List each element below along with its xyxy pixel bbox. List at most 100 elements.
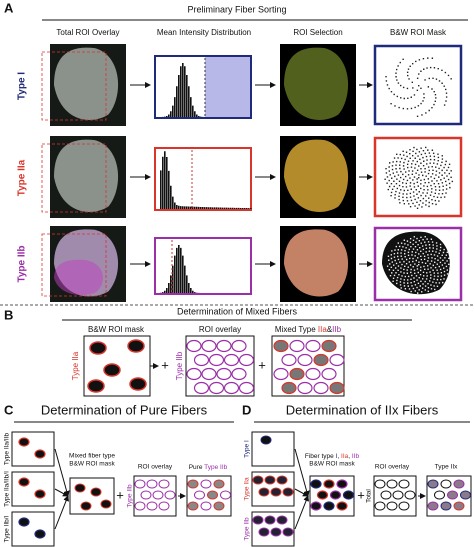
column-header: ROI Selection [293,28,342,37]
label-part: Fiber type [305,453,336,460]
fiber [216,367,232,381]
fiber [201,339,217,353]
fiber [305,367,321,381]
fiber [258,527,270,537]
fiber [223,381,240,395]
fiber [316,490,329,500]
fiber [158,501,170,511]
fiber [100,499,112,509]
fiber [187,479,199,489]
box-label: B&W ROI mask [88,325,145,334]
fiber [208,353,225,367]
fiber [231,367,247,381]
fiber [158,479,170,489]
fiber [447,490,458,500]
fiber [321,339,337,353]
crop-box [41,51,107,121]
row-label: Total [366,489,373,503]
fiber [80,501,92,511]
fiber [238,381,255,395]
fiber [297,381,313,395]
fiber [18,437,30,447]
fiber [164,490,176,500]
box-label: B&W ROI mask [69,461,115,468]
row-label: Type IIa [71,351,80,380]
row-label: Type IIb [175,351,184,380]
row-label: Type I [17,72,28,100]
column-header: B&W ROI Mask [390,28,447,37]
row-label: Type IIa [17,159,28,196]
fiber [34,529,46,539]
histogram-bars [160,245,252,293]
fiber [460,490,471,500]
panel-letter: A [4,0,14,15]
fiber [264,515,276,525]
fiber [276,475,288,485]
fiber [200,501,212,511]
input-label: Type I [244,440,251,458]
fiber [258,487,270,497]
fiber [310,501,322,511]
fiber [200,479,212,489]
row-label: Type IIb [17,245,28,282]
fiber [297,353,313,367]
fiber [146,501,158,511]
fiber [282,527,294,537]
box [11,511,55,547]
fiber [453,501,465,511]
mask-pixels [384,146,454,210]
fiber [134,501,146,511]
box-label: ROI overlay [138,464,173,471]
arrow [54,495,69,530]
input-label: Type IIb [244,517,251,541]
label-part: IIb [352,453,360,460]
arrow [294,495,309,530]
panel-letter: B [4,307,13,322]
fiber [313,381,329,395]
column-header: Total ROI Overlay [56,28,119,37]
label-part: , [337,453,341,460]
fiber [374,501,386,511]
fiber [398,479,410,489]
column-header: Mean Intensity Distribution [157,28,251,37]
tissue [54,47,119,121]
fiber [305,339,321,353]
fiber [289,367,305,381]
tissue [284,229,349,297]
fiber [127,339,145,353]
fiber [374,479,386,489]
box [251,431,295,467]
fiber [281,353,297,367]
threshold-region [205,57,250,117]
fiber [134,479,146,489]
fiber [152,490,164,500]
fiber [440,479,452,489]
arrow [294,488,309,497]
label-part: IIb [332,325,341,334]
fiber [386,501,398,511]
box-label: Pure Type IIb [189,464,228,471]
tissue [284,47,349,121]
fiber [398,501,410,511]
panel-letter: C [4,402,14,417]
panel-title: Determination of Mixed Fibers [177,306,298,316]
label-part: Type IIb [204,464,228,471]
box-label: Fiber type I, IIa, IIb [305,453,360,460]
label-part: , [348,453,352,460]
tissue [284,139,349,213]
fiber [207,490,218,500]
arrow [294,448,310,497]
fiber [321,367,337,381]
fiber [129,377,147,391]
panel-letter: D [242,402,251,417]
label-part: IIa [318,325,327,334]
fiber [329,353,345,367]
fiber [289,339,305,353]
fiber [282,487,294,497]
fiber [264,475,276,485]
fiber [342,490,355,500]
histogram-bars [160,151,252,209]
fiber [90,487,102,497]
tissue [54,139,119,213]
fiber [201,367,217,381]
